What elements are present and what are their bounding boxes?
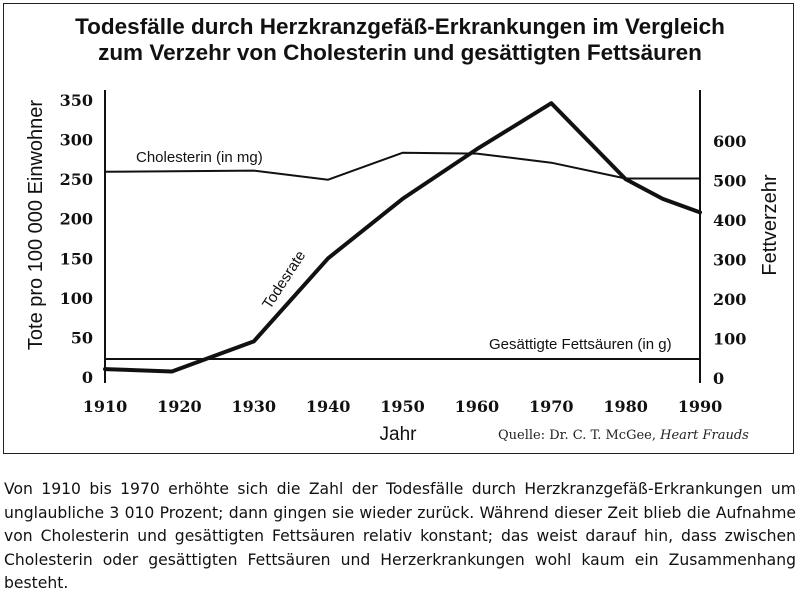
- x-tick-label: 1910: [83, 397, 128, 416]
- y-right-tick-label: 0: [713, 369, 724, 388]
- title-line-1: Todesfälle durch Herzkranzgefäß-Erkranku…: [75, 14, 725, 39]
- y-left-tick-label: 200: [60, 210, 93, 229]
- x-tick-label: 1950: [380, 397, 425, 416]
- y-left-tick-label: 250: [60, 170, 93, 189]
- title-line-2: zum Verzehr von Cholesterin und gesättig…: [98, 40, 702, 65]
- y-left-tick-label: 100: [60, 289, 93, 308]
- x-tick-label: 1960: [455, 397, 500, 416]
- x-axis-label: Jahr: [380, 424, 418, 445]
- y-left-tick-label: 150: [60, 249, 93, 268]
- x-tick-label: 1930: [231, 397, 276, 416]
- chart-title: Todesfälle durch Herzkranzgefäß-Erkranku…: [0, 14, 800, 66]
- y-left-tick-label: 300: [60, 131, 93, 150]
- source-note: Quelle: Dr. C. T. McGee, Heart Frauds: [498, 428, 749, 443]
- y-left-tick-label: 350: [60, 91, 93, 110]
- y-right-tick-label: 100: [713, 330, 746, 349]
- y-left-axis-label: Tote pro 100 000 Einwohner: [25, 100, 47, 351]
- series-label-cholesterin: Cholesterin (in mg): [136, 149, 263, 166]
- series-label-fettsaeuren: Gesättigte Fettsäuren (in g): [489, 336, 672, 353]
- y-right-axis-label: Fettverzehr: [759, 174, 781, 275]
- y-right-tick-label: 500: [713, 172, 746, 191]
- source-prefix: Quelle: Dr. C. T. McGee,: [498, 428, 661, 443]
- chart-frame: [3, 3, 794, 454]
- y-right-tick-label: 200: [713, 290, 746, 309]
- series-line-1: [103, 101, 702, 374]
- y-left-tick-label: 0: [82, 368, 93, 387]
- y-right-tick-label: 300: [713, 251, 746, 270]
- series-label-todesrate: Todesrate: [259, 248, 309, 313]
- x-tick-label: 1980: [603, 397, 648, 416]
- y-right-tick-label: 400: [713, 211, 746, 230]
- series-line-2: [104, 151, 701, 181]
- x-tick-label: 1920: [157, 397, 202, 416]
- y-left-tick-label: 50: [71, 328, 93, 347]
- x-tick-label: 1940: [306, 397, 351, 416]
- y-right-tick-label: 600: [713, 132, 746, 151]
- source-book: Heart Frauds: [660, 428, 749, 443]
- caption-text: Von 1910 bis 1970 erhöhte sich die Zahl …: [4, 480, 796, 592]
- x-tick-label: 1990: [678, 397, 723, 416]
- x-tick-label: 1970: [529, 397, 574, 416]
